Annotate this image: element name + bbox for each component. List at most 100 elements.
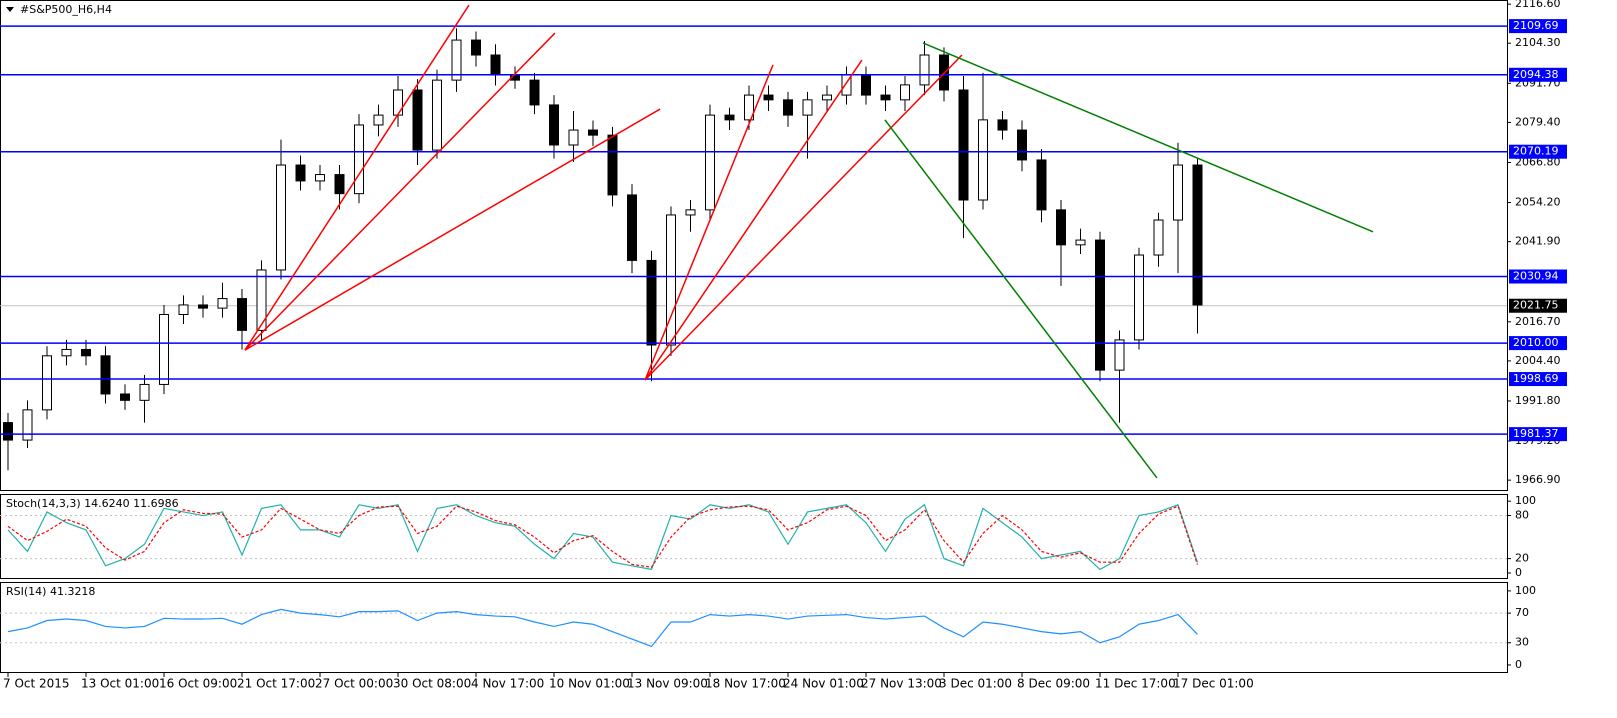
y-tick-label: 2054.20 [1515,196,1561,209]
current-price-label: 2021.75 [1513,299,1559,312]
y-tick-label: 2041.90 [1515,235,1561,248]
x-tick-label: 11 Dec 17:00 [1095,677,1176,691]
level-label-box [1509,372,1567,387]
x-tick-label: 16 Oct 09:00 [159,677,237,691]
level-label-box [1509,19,1567,34]
candle-body [412,89,423,151]
candle-body [568,129,579,146]
candle-body [451,39,462,81]
candle-body [783,99,793,116]
chart-title: #S&P500_H6,H4 [20,3,112,16]
candle-body [1075,239,1086,246]
candle-body [685,209,696,216]
trend-line [922,42,1374,233]
candle-body [42,355,52,411]
candle-body [217,298,228,309]
candle-body [646,259,657,346]
candle-body [256,269,267,331]
candle-body [802,99,813,116]
candle-body [705,114,715,211]
candle-body [393,89,403,116]
indicator-line [7,503,1199,571]
candle-body [1036,159,1047,211]
candle-body [997,119,1008,131]
candle-body [666,214,676,346]
candle-body [139,383,150,401]
candle-body [432,79,442,151]
candle-body [237,298,247,331]
candle-body [354,124,364,195]
candle-body [861,74,871,96]
trend-line [644,54,963,381]
candle-body [958,89,969,201]
candle-body [3,422,13,441]
candle-body [1153,219,1164,256]
candle-body [1056,209,1066,246]
indicator-line [7,505,1199,568]
x-tick-label: 17 Dec 01:00 [1173,677,1254,691]
y-tick-label: 2066.80 [1515,155,1561,168]
candle-body [100,355,111,395]
candle-body [178,304,189,315]
candle-body [276,164,286,271]
y-tick-label: 20 [1515,552,1529,565]
level-label-box [1509,336,1567,351]
y-tick-label: 1966.90 [1515,473,1561,486]
candle-body [1173,164,1183,221]
candle-body [22,409,33,441]
candle-body [978,119,988,201]
level-label-box [1509,269,1567,284]
level-label-box [1509,144,1567,159]
x-tick-label: 21 Oct 17:00 [237,677,315,691]
level-label: 2109.69 [1513,19,1559,32]
y-tick-label: 2079.40 [1515,115,1561,128]
panel-frame [0,582,1508,673]
level-label: 1981.37 [1513,427,1559,440]
trend-line [244,32,556,351]
indicator-line [7,608,1198,648]
y-tick-label: 0 [1515,566,1522,579]
level-label: 2094.38 [1513,68,1559,81]
trend-line [644,59,863,381]
y-tick-label: 100 [1515,494,1536,507]
y-tick-label: 100 [1515,584,1536,597]
y-tick-label: 2116.60 [1515,0,1561,10]
x-tick-label: 24 Nov 01:00 [783,677,864,691]
y-tick-label: 2016.70 [1515,315,1561,328]
x-tick-label: 8 Dec 09:00 [1017,677,1090,691]
candle-body [490,54,501,76]
level-label: 1998.69 [1513,372,1559,385]
candle-body [1134,254,1144,341]
y-tick-label: 70 [1515,606,1529,619]
current-price-box [1509,298,1567,313]
panel-frame [0,494,1508,579]
x-tick-label: 7 Oct 2015 [3,677,70,691]
candle-body [61,348,72,357]
candle-body [159,313,169,385]
x-tick-label: 18 Nov 17:00 [705,677,786,691]
candle-body [81,348,91,357]
y-tick-label: 0 [1515,658,1522,671]
candle-body [1114,339,1125,371]
candle-body [588,129,598,136]
candle-body [880,94,891,101]
candle-body [295,164,306,182]
level-label: 2070.19 [1513,145,1559,158]
candle-body [1095,239,1105,371]
candle-body [334,174,345,195]
candle-body [900,84,910,101]
x-tick-label: 10 Nov 01:00 [549,677,630,691]
x-tick-label: 4 Nov 17:00 [471,677,544,691]
candle-body [1192,164,1203,306]
x-tick-label: 13 Nov 09:00 [627,677,708,691]
candle-body [120,393,130,401]
level-label: 2030.94 [1513,270,1559,283]
y-tick-label: 2004.40 [1515,354,1561,367]
level-label: 2010.00 [1513,336,1559,349]
menu-arrow[interactable] [6,7,14,12]
trend-line [644,64,774,381]
candle-body [315,174,325,182]
candle-body [919,54,930,86]
candle-body [1017,129,1027,161]
